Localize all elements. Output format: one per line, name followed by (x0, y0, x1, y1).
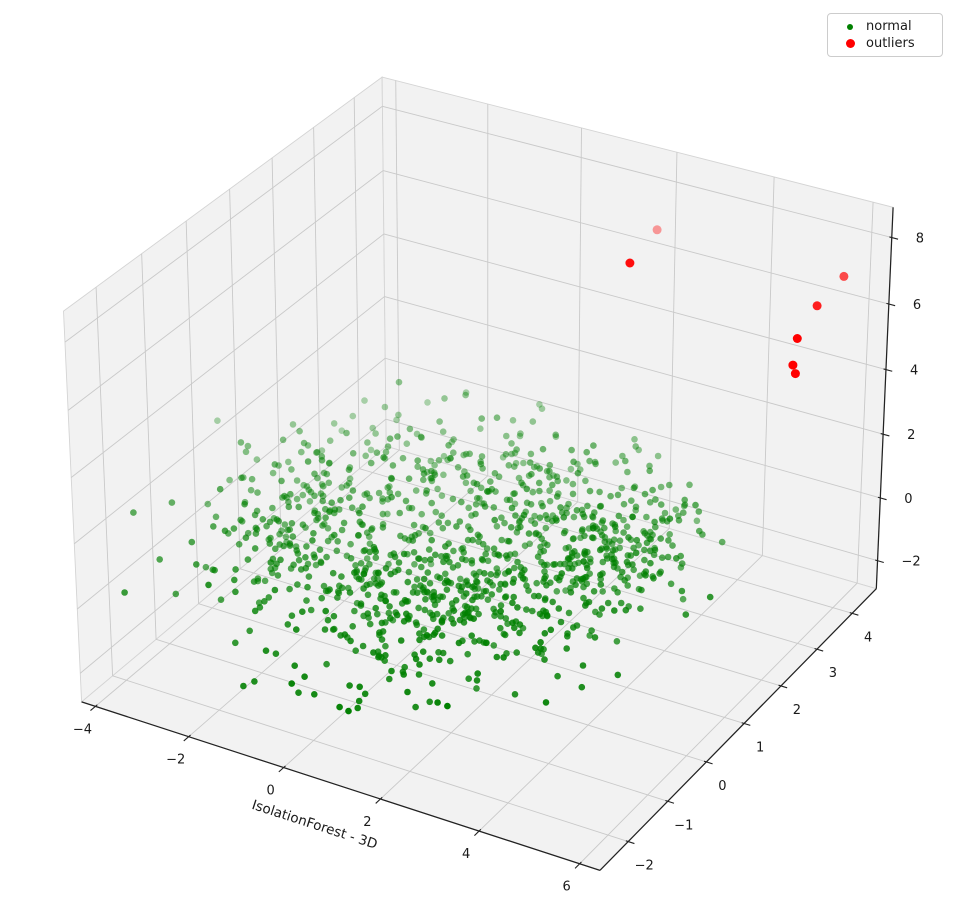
grid-lines (64, 80, 892, 865)
data-point-outlier (812, 301, 822, 311)
y-tick-label: 2 (793, 703, 801, 718)
legend-label-normal: normal (866, 19, 912, 34)
y-tick-label: 4 (864, 630, 872, 645)
outlier-points (625, 225, 849, 379)
legend: normal outliers (827, 13, 943, 57)
x-tick-label: −4 (73, 722, 92, 737)
y-tick-label: 3 (829, 666, 837, 681)
data-point-outlier (788, 360, 798, 370)
z-axis-spine (875, 207, 894, 589)
z-tick-label: 2 (907, 428, 915, 443)
x-tick-label: 0 (267, 784, 275, 799)
x-tick-label: 6 (562, 880, 570, 895)
legend-marker-cell (834, 39, 866, 48)
tick-labels: −4 −2 0 2 4 6 −2 −1 0 1 2 3 4 −2 0 2 4 6 8 (73, 232, 924, 895)
data-point-outlier (652, 225, 662, 235)
y-tick-label: −2 (635, 859, 654, 874)
data-point-outlier (792, 334, 802, 343)
legend-marker-cell (834, 23, 866, 30)
legend-item-outliers: outliers (834, 35, 932, 52)
z-tick-label: 6 (913, 298, 921, 313)
z-tick-label: 8 (916, 232, 924, 247)
y-tick-label: 0 (718, 779, 726, 794)
x-tick-label: 2 (363, 815, 371, 830)
z-tick-label: 4 (910, 364, 918, 379)
legend-label-outliers: outliers (866, 36, 915, 51)
legend-item-normal: normal (834, 18, 932, 35)
data-point-outlier (790, 369, 800, 379)
x-tick-label: −2 (166, 753, 185, 768)
y-tick-label: 1 (756, 740, 764, 755)
z-tick-label: −2 (902, 555, 921, 570)
normal-points (121, 378, 726, 715)
z-tick-label: 0 (904, 492, 912, 507)
outliers-marker-icon (845, 39, 855, 48)
normal-marker-icon (847, 23, 853, 30)
data-point-outlier (839, 271, 849, 281)
data-point-outlier (625, 258, 635, 268)
x-axis-label: IsolationForest - 3D (250, 797, 380, 853)
y-axis-spine (599, 588, 877, 871)
y-tick-label: −1 (674, 818, 693, 833)
x-tick-label: 4 (462, 847, 470, 862)
tick-marks (90, 236, 899, 869)
x-axis-spine (81, 701, 601, 871)
axis-spines (81, 207, 894, 871)
